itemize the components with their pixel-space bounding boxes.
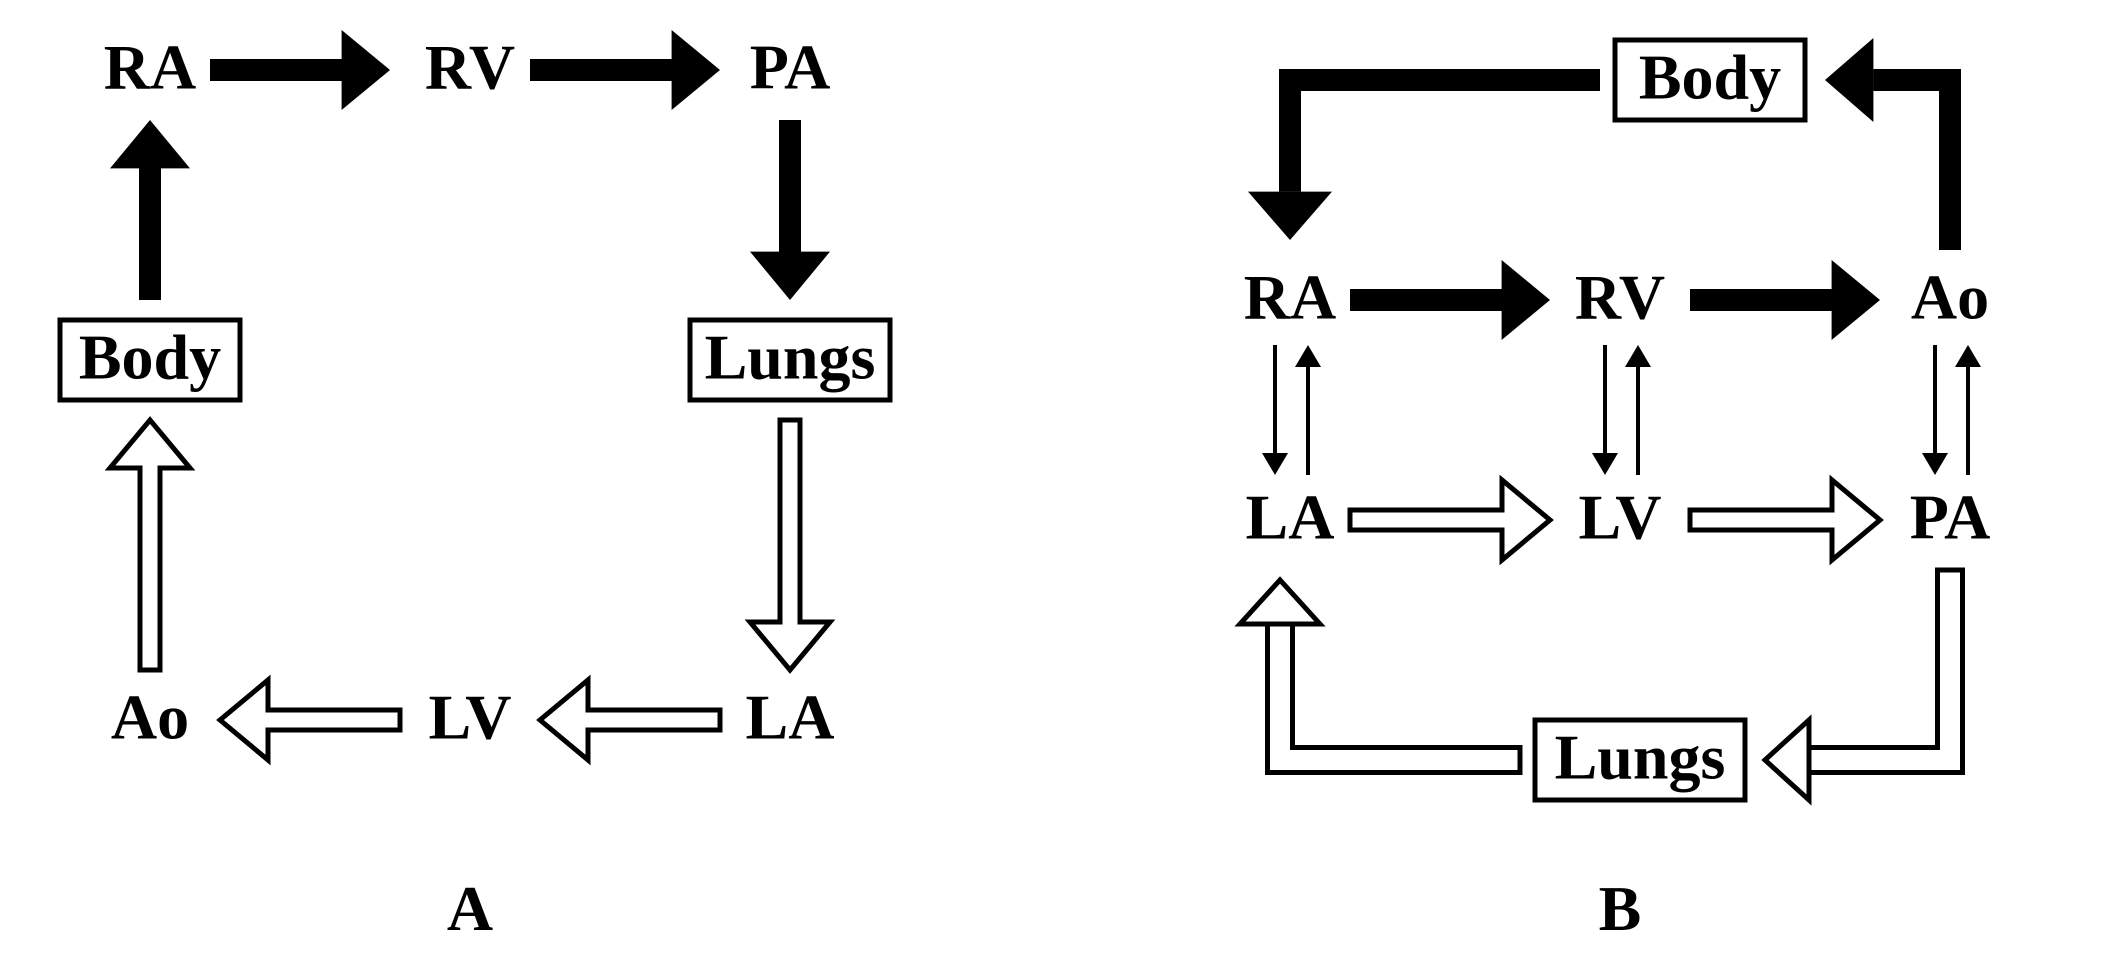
node-label-a_la: LA bbox=[746, 682, 835, 753]
arrow-b-la-ra-u bbox=[1295, 345, 1321, 475]
node-a_ra: RA bbox=[104, 32, 196, 103]
node-label-b_la: LA bbox=[1246, 482, 1335, 553]
arrow-b-rv-ao bbox=[1690, 260, 1880, 340]
node-b_rv: RV bbox=[1575, 262, 1665, 333]
node-b_pa: PA bbox=[1910, 482, 1991, 553]
arrow-a-ra-rv bbox=[210, 30, 390, 110]
arrow-a-ao-body bbox=[110, 420, 190, 670]
node-label-a_ao: Ao bbox=[111, 682, 189, 753]
node-label-a_lv: LV bbox=[428, 682, 511, 753]
node-a_pa: PA bbox=[750, 32, 831, 103]
arrow-b-rv-lv-d bbox=[1592, 345, 1618, 475]
node-b_ra: RA bbox=[1244, 262, 1336, 333]
node-label-b_ao: Ao bbox=[1911, 262, 1989, 333]
node-label-b_rv: RV bbox=[1575, 262, 1665, 333]
arrow-a-la-lv bbox=[540, 680, 720, 760]
arrow-b-ra-rv bbox=[1350, 260, 1550, 340]
node-a_lv: LV bbox=[428, 682, 511, 753]
arrow-b-lungs-la bbox=[1240, 580, 1520, 775]
arrow-a-lv-ao bbox=[220, 680, 400, 760]
node-label-a_body: Body bbox=[79, 322, 221, 393]
panel-label-B: B bbox=[1599, 873, 1642, 944]
node-label-b_lv: LV bbox=[1578, 482, 1661, 553]
panel-label-A: A bbox=[447, 873, 493, 944]
node-label-a_rv: RV bbox=[425, 32, 515, 103]
node-label-a_ra: RA bbox=[104, 32, 196, 103]
arrow-b-body-ra bbox=[1248, 80, 1600, 240]
node-label-b_pa: PA bbox=[1910, 482, 1991, 553]
arrow-b-ra-la-d bbox=[1262, 345, 1288, 475]
node-label-a_lungs: Lungs bbox=[705, 322, 876, 393]
node-label-a_pa: PA bbox=[750, 32, 831, 103]
node-a_la: LA bbox=[746, 682, 835, 753]
node-b_lungs: Lungs bbox=[1535, 720, 1745, 800]
node-a_lungs: Lungs bbox=[690, 320, 890, 400]
node-b_ao: Ao bbox=[1911, 262, 1989, 333]
node-a_body: Body bbox=[60, 320, 240, 400]
node-b_la: LA bbox=[1246, 482, 1335, 553]
node-b_body: Body bbox=[1615, 40, 1805, 120]
arrow-b-ao-pa-d bbox=[1922, 345, 1948, 475]
node-label-b_ra: RA bbox=[1244, 262, 1336, 333]
node-b_lv: LV bbox=[1578, 482, 1661, 553]
arrow-a-lungs-la bbox=[750, 420, 830, 670]
node-a_ao: Ao bbox=[111, 682, 189, 753]
arrow-b-lv-pa bbox=[1690, 480, 1880, 560]
arrow-a-body-ra bbox=[110, 120, 190, 300]
node-label-b_body: Body bbox=[1639, 42, 1781, 113]
arrow-b-lv-rv-u bbox=[1625, 345, 1651, 475]
node-label-b_lungs: Lungs bbox=[1555, 722, 1726, 793]
node-a_rv: RV bbox=[425, 32, 515, 103]
arrow-b-pa-ao-u bbox=[1955, 345, 1981, 475]
arrow-b-pa-lungs bbox=[1765, 570, 1965, 800]
arrow-b-la-lv bbox=[1350, 480, 1550, 560]
arrow-a-rv-pa bbox=[530, 30, 720, 110]
arrow-a-pa-lungs bbox=[750, 120, 830, 300]
diagram-canvas: RA RV PA Body Lungs Ao LV LA Body RA RV Ao LA LV PA Lun… bbox=[0, 0, 2126, 959]
arrow-b-ao-body bbox=[1825, 38, 1950, 250]
